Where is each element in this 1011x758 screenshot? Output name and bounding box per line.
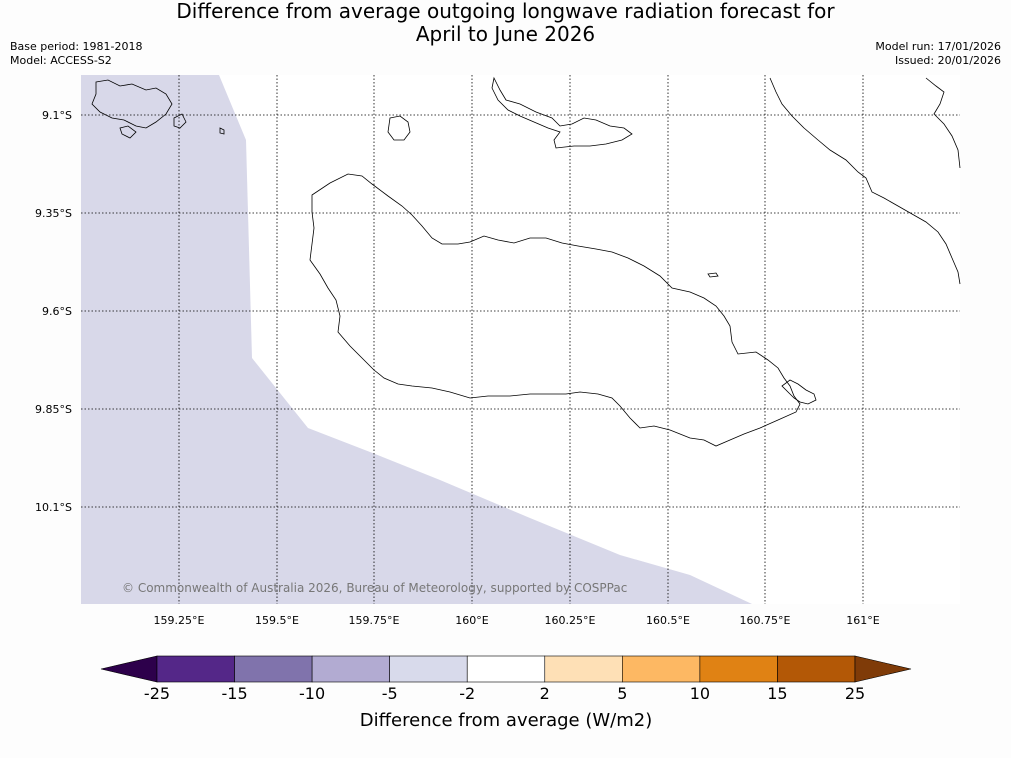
colorbar-tick-label: 10 [690, 684, 710, 703]
lat-label: 9.1°S [42, 109, 72, 122]
issued-text: Issued: 20/01/2026 [894, 54, 1001, 67]
colorbar-bin [311, 655, 390, 683]
colorbar-bin [544, 655, 623, 683]
colorbar-tick-label: 5 [617, 684, 627, 703]
cape-islets [781, 379, 817, 405]
lon-label: 159.75°E [349, 614, 400, 627]
northwest-islet [119, 125, 137, 139]
latitude-labels: 9.1°S 9.35°S 9.6°S 9.85°S 10.1°S [35, 109, 72, 514]
longitude-labels: 159.25°E 159.5°E 159.75°E 160°E 160.25°E… [154, 614, 880, 627]
main-island-outline [309, 173, 801, 447]
anomaly-shaded-region [81, 75, 752, 604]
colorbar-bin [466, 655, 546, 683]
lat-label: 9.6°S [42, 305, 72, 318]
title-line-1: Difference from average outgoing longwav… [176, 0, 835, 23]
lat-label: 10.1°S [35, 501, 72, 514]
title-line-2: April to June 2026 [415, 22, 596, 46]
north-islands-outline [491, 76, 633, 149]
colorbar-tick-label: -2 [459, 684, 475, 703]
colorbar-bin [234, 655, 313, 683]
coastlines [91, 76, 961, 447]
lon-label: 160.5°E [646, 614, 690, 627]
lon-label: 159.25°E [154, 614, 205, 627]
northwest-islet-3 [219, 127, 225, 135]
small-islet-east [707, 272, 719, 278]
model-text: Model: ACCESS-S2 [10, 54, 112, 67]
lat-label: 9.35°S [35, 207, 72, 220]
lon-label: 160.25°E [545, 614, 596, 627]
northeast-coast-outline [769, 77, 961, 285]
round-islet [387, 115, 411, 141]
colorbar-tick-label: -25 [144, 684, 170, 703]
lon-label: 159.5°E [255, 614, 299, 627]
colorbar-bin [699, 655, 778, 683]
run-info: Model run: 17/01/2026 Issued: 20/01/2026 [875, 40, 1001, 68]
colorbar-bin [156, 655, 235, 683]
colorbar-bin [389, 655, 468, 683]
colorbar-tick-label: -5 [382, 684, 398, 703]
lon-label: 160°E [455, 614, 488, 627]
northwest-islet-2 [173, 113, 187, 129]
colorbar-extend-high [854, 655, 912, 683]
colorbar: -25 -15 -10 -5 -2 2 5 10 15 25 Difference from av… [100, 655, 912, 731]
northwest-islands-outline [91, 79, 173, 129]
lon-label: 161°E [846, 614, 879, 627]
base-period-text: Base period: 1981-2018 [10, 40, 143, 53]
colorbar-tick-label: -10 [299, 684, 325, 703]
copyright-notice: © Commonwealth of Australia 2026, Bureau… [122, 581, 627, 595]
colorbar-tick-label: 25 [845, 684, 865, 703]
colorbar-bin [777, 655, 856, 683]
colorbar-bin [622, 655, 701, 683]
colorbar-bins [156, 655, 856, 683]
colorbar-tick-label: 15 [767, 684, 787, 703]
model-info: Base period: 1981-2018 Model: ACCESS-S2 [10, 40, 142, 68]
colorbar-tick-labels: -25 -15 -10 -5 -2 2 5 10 15 25 [144, 684, 865, 703]
model-run-text: Model run: 17/01/2026 [875, 40, 1001, 53]
colorbar-tick-label: -15 [221, 684, 247, 703]
graticule [81, 75, 960, 604]
chart-title: Difference from average outgoing longwav… [0, 0, 1011, 46]
colorbar-extend-low [100, 655, 158, 683]
colorbar-title: Difference from average (W/m2) [360, 710, 652, 731]
lon-label: 160.75°E [740, 614, 791, 627]
lat-label: 9.85°S [35, 403, 72, 416]
colorbar-tick-label: 2 [540, 684, 550, 703]
northeast-corner-islands [925, 77, 961, 169]
